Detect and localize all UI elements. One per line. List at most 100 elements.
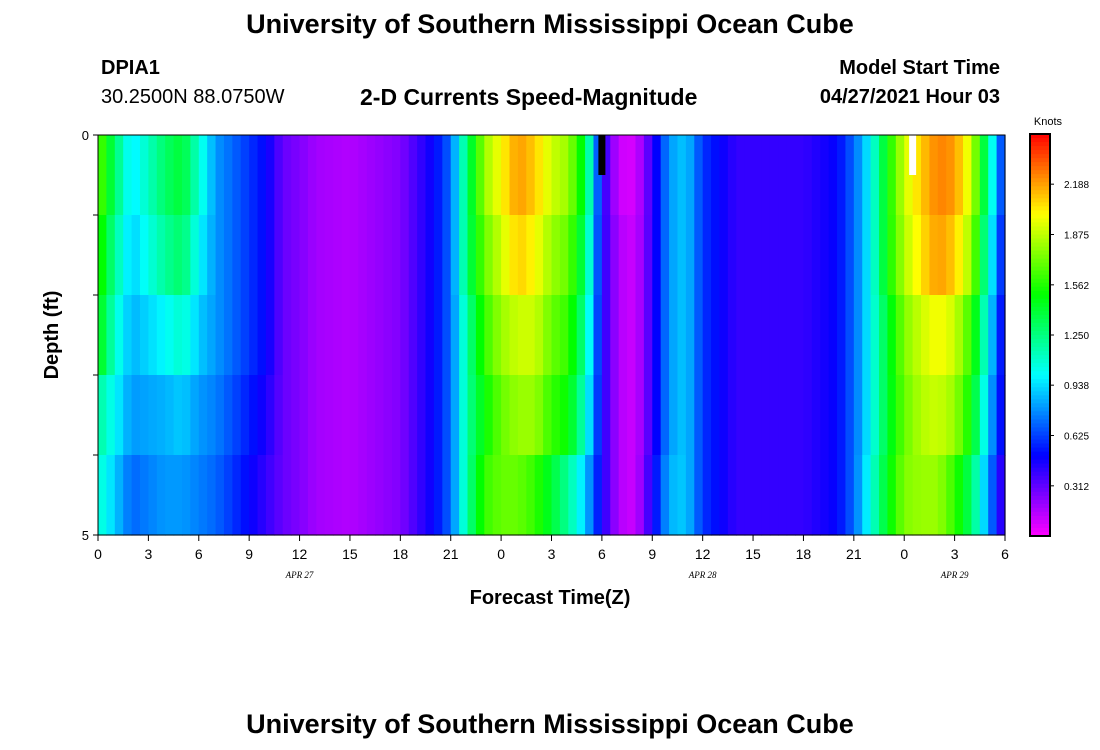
heatmap-cell [98, 215, 107, 296]
heatmap-cell [307, 135, 317, 216]
x-tick-label: 12 [292, 546, 308, 562]
heatmap-cell [274, 135, 284, 216]
heatmap-cell [593, 295, 603, 376]
heatmap-cell [937, 375, 947, 456]
heatmap-cell [912, 375, 922, 456]
colorbar-segment [1030, 355, 1050, 360]
heatmap-cell [526, 295, 536, 376]
heatmap-cell [324, 375, 334, 456]
colorbar-segment [1030, 318, 1050, 324]
heatmap-cell [408, 295, 418, 376]
heatmap-cell [475, 455, 485, 536]
heatmap-cell [795, 215, 805, 296]
heatmap-cell [576, 455, 586, 536]
heatmap-cell [433, 135, 443, 216]
heatmap-cell [509, 135, 519, 216]
heatmap-cell [652, 375, 662, 456]
colorbar-segment [1030, 282, 1050, 288]
heatmap-cell [333, 375, 343, 456]
heatmap-cell [753, 375, 763, 456]
heatmap-cell [223, 135, 233, 216]
heatmap-cell [249, 135, 259, 216]
chart-subtitle: 2-D Currents Speed-Magnitude [360, 84, 698, 110]
heatmap-cell [190, 295, 200, 376]
heatmap-cell [845, 135, 855, 216]
colorbar-segment [1030, 487, 1050, 493]
heatmap-cell [223, 375, 233, 456]
heatmap-cell [559, 295, 569, 376]
heatmap-cell [576, 215, 586, 296]
heatmap-cell [139, 215, 149, 296]
heatmap-cell [929, 135, 939, 216]
heatmap-cell [652, 295, 662, 376]
heatmap-cell [341, 295, 351, 376]
heatmap-cell [173, 375, 183, 456]
heatmap-cell [929, 455, 939, 536]
x-tick-label: 9 [648, 546, 656, 562]
heatmap-cell [257, 295, 267, 376]
chart-title: University of Southern Mississippi Ocean… [246, 9, 854, 39]
heatmap-cell [870, 375, 880, 456]
heatmap-cell [274, 295, 284, 376]
heatmap-cell [433, 215, 443, 296]
heatmap-cell [240, 135, 250, 216]
heatmap-cell [895, 215, 905, 296]
heatmap-cell [467, 295, 477, 376]
heatmap-cell [215, 215, 225, 296]
heatmap-cell [929, 215, 939, 296]
heatmap-cell [165, 135, 175, 216]
heatmap-cell [694, 135, 704, 216]
heatmap-cell [366, 215, 376, 296]
heatmap-cell [257, 215, 267, 296]
heatmap-cell [417, 135, 427, 216]
heatmap-cell [165, 295, 175, 376]
colorbar-segment [1030, 467, 1050, 473]
heatmap-cell [333, 455, 343, 536]
heatmap-cell [240, 215, 250, 296]
heatmap-cell [408, 375, 418, 456]
heatmap-cell [820, 135, 830, 216]
heatmap-cell [156, 455, 166, 536]
heatmap-cell [307, 295, 317, 376]
heatmap-cell [719, 295, 729, 376]
heatmap-cell [837, 295, 847, 376]
heatmap-cell [820, 455, 830, 536]
colorbar-segment [1030, 278, 1050, 284]
colorbar-segment [1030, 459, 1050, 465]
heatmap-cell [879, 215, 889, 296]
heatmap-cell [425, 375, 435, 456]
heatmap-cell [727, 295, 737, 376]
heatmap-cell [274, 375, 284, 456]
heatmap-cell [173, 295, 183, 376]
heatmap-cell [795, 375, 805, 456]
heatmap-cell [156, 375, 166, 456]
heatmap-cell [114, 455, 124, 536]
colorbar-segment [1030, 455, 1050, 461]
heatmap-cell [274, 455, 284, 536]
colorbar-segment [1030, 222, 1050, 228]
heatmap-cell [669, 375, 679, 456]
heatmap-cell [576, 375, 586, 456]
colorbar-segment [1030, 162, 1050, 167]
heatmap-cell [988, 135, 998, 216]
heatmap-cell [677, 375, 687, 456]
heatmap-cell [803, 455, 813, 536]
colorbar-segment [1030, 250, 1050, 256]
heatmap-cell [391, 375, 401, 456]
heatmap-cell [627, 455, 637, 536]
heatmap-cell [349, 135, 359, 216]
heatmap-cell [744, 375, 754, 456]
heatmap-cell [156, 135, 166, 216]
heatmap-cell [316, 135, 326, 216]
heatmap-cell [341, 215, 351, 296]
heatmap-cell [299, 135, 309, 216]
heatmap-cell [887, 455, 897, 536]
heatmap-cell [887, 295, 897, 376]
colorbar-segment [1030, 330, 1050, 336]
heatmap-cell [870, 215, 880, 296]
colorbar-segment [1030, 435, 1050, 441]
heatmap-cell [307, 215, 317, 296]
heatmap-cell [181, 135, 191, 216]
heatmap-cell [601, 295, 611, 376]
heatmap-cell [223, 295, 233, 376]
